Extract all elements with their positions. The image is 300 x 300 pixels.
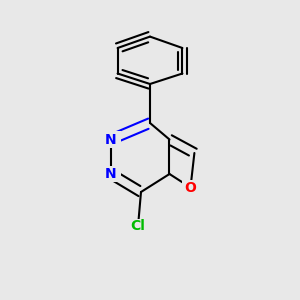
Text: N: N bbox=[105, 167, 117, 181]
Text: O: O bbox=[184, 181, 196, 194]
Bar bbox=[182, 180, 200, 195]
Bar bbox=[129, 219, 147, 234]
Bar bbox=[101, 166, 121, 182]
Bar bbox=[101, 131, 121, 148]
Text: N: N bbox=[105, 133, 117, 146]
Text: Cl: Cl bbox=[130, 220, 146, 233]
